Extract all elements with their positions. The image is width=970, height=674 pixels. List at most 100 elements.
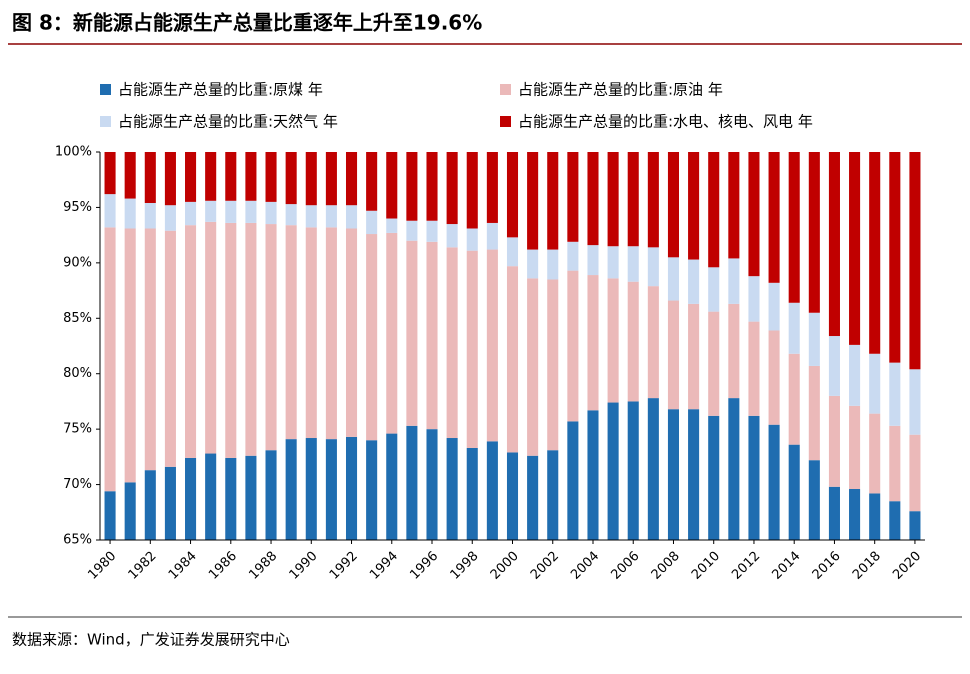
legend-swatch — [500, 116, 511, 127]
x-tick-label: 1982 — [126, 549, 160, 583]
bar-segment — [869, 413, 881, 494]
bar-segment — [406, 152, 418, 221]
bar-segment — [164, 230, 176, 467]
bar-segment — [265, 450, 277, 540]
bar-segment — [889, 501, 901, 540]
bar-segment — [225, 457, 237, 540]
bar-segment — [446, 247, 458, 439]
bar-segment — [104, 152, 116, 195]
bar-segment — [366, 234, 378, 441]
bar-segment — [728, 258, 740, 304]
bar-segment — [688, 409, 700, 540]
x-tick-label: 2016 — [810, 549, 844, 583]
bar-segment — [506, 237, 519, 267]
bar-segment — [426, 220, 438, 242]
bar-segment — [828, 395, 840, 487]
bar-segment — [486, 222, 498, 250]
bar-segment — [828, 486, 840, 540]
x-tick-label: 2012 — [729, 549, 763, 583]
bar-segment — [708, 267, 720, 312]
source: 数据来源：Wind，广发证券发展研究中心 — [12, 631, 290, 649]
bar-segment — [345, 205, 358, 229]
bar-segment — [889, 152, 901, 363]
bar-segment — [768, 330, 780, 425]
bar-segment — [185, 201, 197, 226]
bar-segment — [245, 152, 257, 201]
x-tick-label: 2018 — [850, 549, 884, 583]
legend-label: 占能源生产总量的比重:原煤 年 — [118, 81, 323, 99]
bar-segment — [205, 152, 217, 201]
bar-segment — [446, 224, 458, 248]
bar-segment — [748, 415, 760, 540]
bar-segment — [285, 204, 297, 226]
bar-segment — [688, 303, 700, 410]
bar-segment — [205, 200, 217, 222]
bar-segment — [345, 436, 358, 540]
bar-segment — [667, 409, 680, 540]
bar-segment — [265, 152, 277, 202]
plot-area — [104, 152, 921, 540]
bar-segment — [708, 311, 720, 416]
bar-segment — [265, 224, 277, 451]
x-tick-label: 2020 — [890, 549, 924, 583]
bar-segment — [748, 321, 760, 416]
bar-segment — [527, 278, 539, 456]
bar-segment — [607, 278, 619, 403]
x-tick-label: 2004 — [568, 549, 602, 583]
bar-segment — [325, 439, 337, 540]
bar-segment — [768, 424, 780, 540]
bar-segment — [406, 425, 418, 540]
bar-segment — [345, 228, 358, 437]
bar-segment — [345, 152, 358, 206]
bar-segment — [366, 210, 378, 235]
bar-segment — [205, 221, 217, 454]
bar-segment — [849, 344, 861, 406]
bar-segment — [185, 457, 197, 540]
bar-segment — [285, 152, 297, 205]
bar-segment — [386, 433, 398, 540]
bar-segment — [406, 220, 418, 241]
bar-segment — [446, 152, 458, 225]
bar-segment — [869, 493, 881, 540]
bar-segment — [466, 447, 478, 540]
bar-segment — [506, 266, 519, 453]
bar-segment — [325, 205, 337, 228]
bar-segment — [849, 152, 861, 345]
bar-segment — [104, 227, 116, 492]
bar-segment — [245, 455, 257, 540]
bar-segment — [547, 450, 559, 540]
legend-swatch — [500, 84, 511, 95]
bar-segment — [527, 152, 539, 250]
bar-segment — [506, 152, 519, 238]
bar-segment — [647, 398, 659, 540]
x-tick-label: 2008 — [649, 549, 683, 583]
bar-segment — [104, 194, 116, 228]
bar-segment — [104, 491, 116, 540]
bar-segment — [466, 250, 478, 448]
bar-segment — [366, 440, 378, 540]
bar-segment — [647, 286, 659, 399]
bar-segment — [627, 281, 639, 402]
bar-segment — [305, 205, 317, 228]
bar-segment — [366, 152, 378, 211]
bar-segment — [124, 198, 136, 229]
y-tick-label: 100% — [55, 145, 92, 160]
x-tick-label: 1988 — [246, 549, 280, 583]
bar-segment — [849, 405, 861, 490]
bar-segment — [788, 444, 800, 540]
bar-segment — [909, 369, 921, 435]
bar-segment — [708, 152, 720, 268]
bar-segment — [225, 222, 237, 458]
bar-segment — [587, 152, 599, 246]
bar-segment — [527, 455, 539, 540]
x-tick-label: 2002 — [528, 549, 562, 583]
bar-segment — [144, 228, 156, 471]
bar-segment — [164, 205, 176, 231]
bar-segment — [627, 401, 639, 540]
chart-title: 图 8：新能源占能源生产总量比重逐年上升至19.6% — [12, 11, 482, 35]
bar-segment — [869, 353, 881, 414]
bar-segment — [828, 336, 840, 396]
bar-segment — [788, 302, 800, 354]
bar-segment — [144, 152, 156, 203]
